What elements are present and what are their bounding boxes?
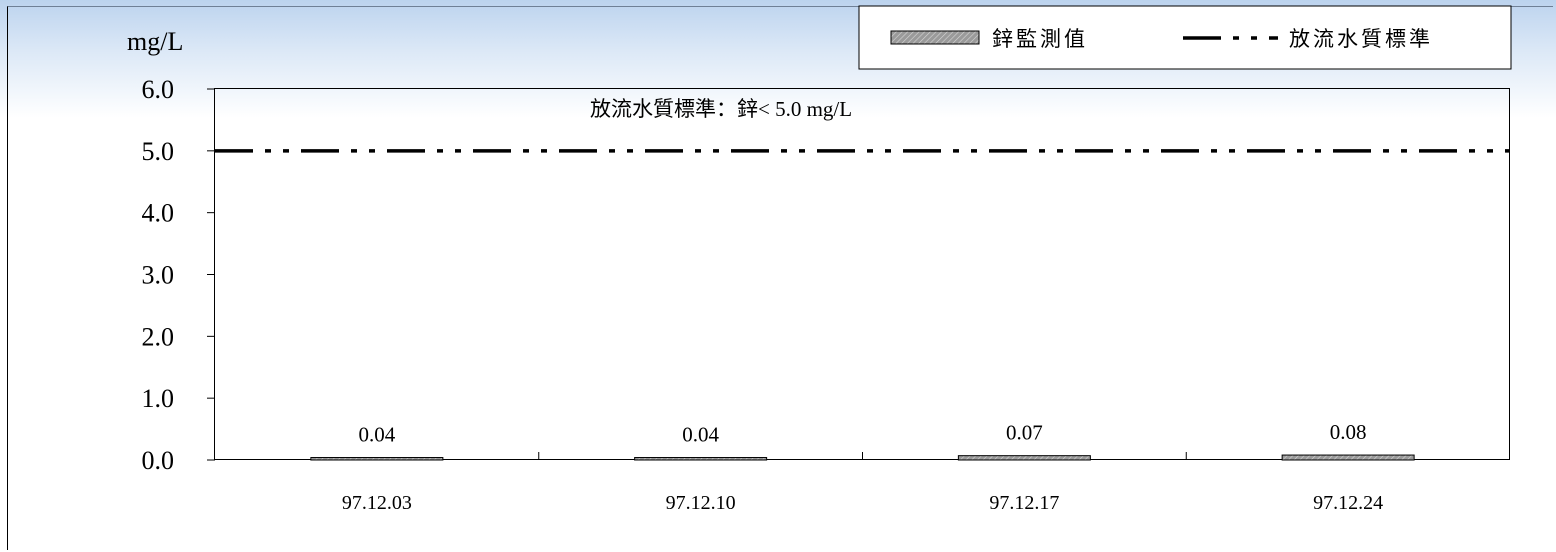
x-axis: 97.12.03 97.12.10 97.12.17 97.12.24 — [342, 452, 1383, 514]
x-tick-label: 97.12.10 — [666, 492, 736, 514]
plot-area — [214, 88, 1510, 460]
bar-data-label: 0.08 — [1330, 420, 1367, 444]
y-tick-label: 2.0 — [142, 322, 175, 351]
y-tick-label: 6.0 — [142, 75, 175, 104]
y-axis: 0.0 1.0 2.0 3.0 4.0 5.0 6.0 — [142, 75, 215, 475]
bars — [310, 454, 1415, 461]
x-tick-label: 97.12.24 — [1313, 492, 1383, 514]
bar — [634, 457, 768, 461]
y-tick-label: 3.0 — [142, 261, 175, 290]
bar-data-label: 0.07 — [1006, 421, 1043, 445]
legend-bar-swatch — [890, 30, 980, 45]
y-tick-label: 1.0 — [142, 384, 175, 413]
x-tick-label: 97.12.03 — [342, 492, 412, 514]
chart-frame — [7, 6, 1553, 550]
legend: 鋅監測值 放流水質標準 — [858, 5, 1512, 70]
bar-data-label: 0.04 — [359, 423, 396, 447]
y-tick-label: 0.0 — [142, 446, 175, 475]
y-axis-unit-label: mg/L — [127, 27, 183, 56]
standard-annotation: 放流水質標準：鋅< 5.0 mg/L — [590, 97, 852, 121]
y-tick-label: 4.0 — [142, 199, 175, 228]
bar — [957, 455, 1091, 461]
bar-data-label: 0.04 — [682, 423, 719, 447]
legend-label: 放流水質標準 — [1289, 27, 1433, 51]
bar — [310, 457, 444, 461]
legend-label: 鋅監測值 — [992, 27, 1088, 51]
bar — [1281, 454, 1415, 461]
legend-items: 鋅監測值 放流水質標準 — [890, 27, 1433, 51]
y-tick-label: 5.0 — [142, 137, 175, 166]
data-labels: 0.04 0.04 0.07 0.08 — [359, 420, 1367, 446]
x-tick-label: 97.12.17 — [989, 492, 1059, 514]
